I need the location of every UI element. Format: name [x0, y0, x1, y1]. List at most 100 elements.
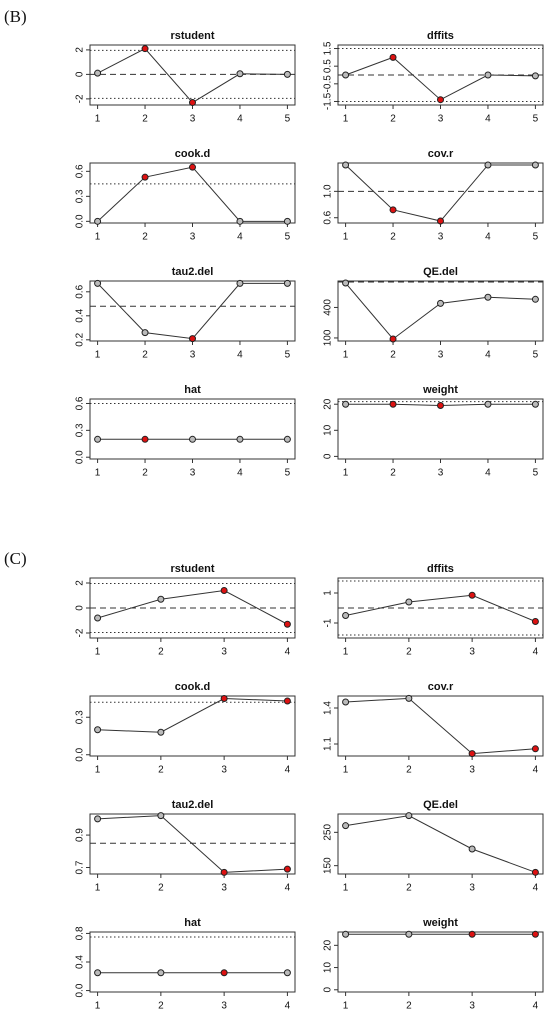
- x-tick-label: 2: [142, 232, 148, 243]
- x-tick-label: 1: [343, 114, 349, 125]
- y-tick-label: 2: [75, 47, 86, 53]
- x-tick-label: 1: [343, 883, 349, 894]
- data-point: [94, 217, 102, 225]
- data-point: [283, 865, 291, 873]
- x-tick-label: 3: [469, 765, 475, 776]
- x-tick-label: 1: [95, 647, 101, 658]
- plot-frame: [89, 44, 296, 106]
- data-point: [236, 217, 244, 225]
- y-tick-label: -2: [75, 94, 86, 103]
- data-point: [484, 400, 492, 408]
- x-tick-label: 4: [533, 883, 539, 894]
- x-tick-label: 2: [158, 1001, 164, 1012]
- y-tick-label: 1.0: [323, 184, 334, 198]
- data-point: [468, 930, 476, 938]
- chart-title: cov.r: [428, 681, 454, 693]
- data-point: [94, 279, 102, 287]
- chart-title: cook.d: [175, 148, 210, 160]
- data-point: [405, 930, 413, 938]
- y-tick-label: 150: [323, 857, 334, 874]
- data-point: [141, 435, 149, 443]
- data-point: [283, 969, 291, 977]
- y-tick-label: 0.8: [75, 926, 86, 940]
- data-point: [437, 402, 444, 410]
- data-point: [236, 70, 244, 78]
- x-tick-label: 5: [285, 468, 291, 479]
- x-tick-label: 4: [237, 468, 243, 479]
- plot-frame: [89, 162, 296, 224]
- x-tick-label: 4: [485, 350, 491, 361]
- data-line: [345, 815, 536, 873]
- data-line: [97, 48, 288, 104]
- data-point: [389, 206, 397, 214]
- x-tick-label: 3: [221, 647, 227, 658]
- data-point: [405, 812, 413, 820]
- x-tick-label: 5: [533, 468, 539, 479]
- x-tick-label: 2: [142, 350, 148, 361]
- y-tick-label: 10: [323, 962, 334, 974]
- plot-frame: [337, 695, 544, 757]
- data-line: [345, 164, 536, 222]
- y-tick-label: 20: [323, 939, 334, 951]
- y-tick-label: 0.9: [75, 828, 86, 842]
- data-point: [389, 335, 397, 343]
- data-point: [342, 161, 350, 169]
- data-point: [141, 173, 149, 181]
- x-tick-label: 1: [343, 647, 349, 658]
- data-point: [94, 435, 102, 443]
- data-point: [484, 161, 492, 169]
- data-point: [468, 591, 476, 599]
- x-tick-label: 4: [485, 232, 491, 243]
- y-tick-label: -1: [323, 618, 334, 627]
- chart-title: tau2.del: [172, 799, 214, 811]
- plot-frame: [89, 813, 296, 875]
- plot-frame: [337, 931, 544, 993]
- data-point: [283, 435, 291, 443]
- y-tick-label: 0.6: [75, 284, 86, 298]
- data-point: [157, 812, 165, 820]
- data-point: [531, 400, 539, 408]
- x-tick-label: 3: [190, 232, 196, 243]
- chart-title: cook.d: [175, 681, 210, 693]
- x-tick-label: 2: [390, 232, 396, 243]
- chart-title: cov.r: [428, 148, 454, 160]
- y-tick-label: 0.0: [75, 214, 86, 228]
- x-tick-label: 1: [343, 350, 349, 361]
- data-point: [94, 969, 102, 977]
- x-tick-label: 5: [285, 232, 291, 243]
- data-point: [342, 279, 350, 287]
- data-point: [283, 217, 291, 225]
- x-tick-label: 1: [95, 883, 101, 894]
- data-point: [141, 329, 149, 337]
- chart-title: weight: [422, 917, 458, 929]
- data-point: [220, 695, 228, 702]
- x-tick-label: 5: [285, 350, 291, 361]
- x-tick-label: 3: [469, 1001, 475, 1012]
- x-tick-label: 2: [142, 114, 148, 125]
- x-tick-label: 5: [533, 114, 539, 125]
- x-tick-label: 4: [285, 883, 291, 894]
- data-point: [531, 618, 539, 625]
- y-tick-label: 0.6: [75, 396, 86, 410]
- data-point: [342, 612, 350, 619]
- y-tick-label: 0.2: [75, 332, 86, 346]
- data-point: [94, 815, 102, 823]
- y-tick-label: 0.0: [75, 983, 86, 997]
- x-tick-label: 1: [95, 468, 101, 479]
- y-tick-label: 0.4: [75, 308, 86, 322]
- data-point: [531, 295, 539, 303]
- x-tick-label: 1: [95, 114, 101, 125]
- data-point: [189, 435, 196, 443]
- x-tick-label: 3: [438, 468, 444, 479]
- chart-title: tau2.del: [172, 266, 214, 278]
- y-tick-label: 20: [323, 398, 334, 410]
- y-tick-label: -0.5: [323, 75, 334, 93]
- y-tick-label: 400: [323, 299, 334, 316]
- x-tick-label: 5: [285, 114, 291, 125]
- data-point: [484, 71, 492, 79]
- x-tick-label: 1: [343, 1001, 349, 1012]
- data-point: [405, 694, 413, 702]
- y-tick-label: 100: [323, 329, 334, 346]
